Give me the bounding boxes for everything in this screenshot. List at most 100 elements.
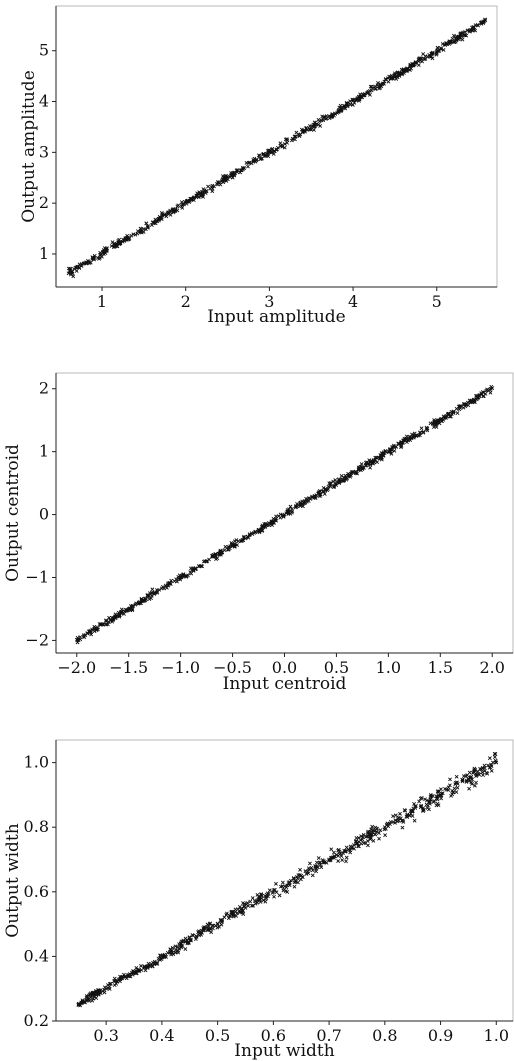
data-point bbox=[464, 779, 469, 784]
data-point bbox=[305, 128, 309, 132]
data-point bbox=[383, 833, 388, 838]
data-point bbox=[246, 160, 251, 165]
data-point bbox=[167, 950, 172, 955]
data-point bbox=[327, 857, 332, 862]
data-point bbox=[443, 43, 448, 48]
data-point bbox=[299, 873, 304, 878]
data-point bbox=[113, 614, 118, 619]
data-point bbox=[389, 451, 394, 456]
data-point bbox=[108, 981, 113, 986]
data-point bbox=[421, 430, 426, 435]
data-point bbox=[299, 127, 304, 132]
data-point bbox=[347, 473, 352, 477]
data-point bbox=[144, 221, 149, 226]
data-point bbox=[74, 269, 79, 273]
data-point bbox=[308, 496, 313, 501]
data-point bbox=[217, 180, 222, 185]
y-axis-label: Output width bbox=[3, 823, 23, 937]
data-point bbox=[381, 453, 386, 458]
data-point bbox=[113, 978, 118, 983]
data-point bbox=[87, 259, 91, 264]
data-point bbox=[90, 998, 95, 1003]
data-point bbox=[229, 912, 234, 917]
data-point bbox=[76, 1002, 81, 1007]
data-point bbox=[274, 881, 278, 886]
data-point bbox=[312, 128, 316, 132]
data-point bbox=[391, 820, 396, 824]
data-point bbox=[304, 871, 309, 876]
data-point bbox=[101, 249, 106, 254]
data-point bbox=[368, 465, 373, 470]
x-tick-label: 0.9 bbox=[428, 1026, 453, 1045]
data-point bbox=[71, 274, 76, 279]
data-point bbox=[287, 880, 292, 885]
data-point bbox=[262, 522, 267, 526]
y-tick-label: 3 bbox=[39, 142, 49, 161]
data-point bbox=[318, 862, 323, 867]
data-point bbox=[104, 622, 109, 627]
data-point bbox=[180, 944, 185, 948]
data-point bbox=[342, 478, 347, 483]
data-point bbox=[194, 935, 199, 939]
data-point bbox=[348, 844, 353, 849]
data-point bbox=[428, 793, 433, 797]
data-point bbox=[355, 97, 360, 102]
data-point bbox=[204, 559, 209, 564]
chart-panel-2: −2.0 −1.5 −1.0 −0.5 0.0 0.5 1.0 1.5 2.0 −2 −1 0 1 2 In… bbox=[3, 372, 514, 694]
data-point bbox=[447, 783, 452, 788]
data-point bbox=[462, 33, 467, 38]
data-point bbox=[102, 990, 107, 995]
data-point bbox=[295, 504, 300, 509]
data-point bbox=[226, 916, 231, 921]
data-point bbox=[79, 263, 84, 268]
data-point bbox=[480, 770, 485, 775]
data-point bbox=[100, 622, 105, 627]
data-point bbox=[411, 62, 416, 67]
data-point bbox=[494, 760, 499, 765]
data-point bbox=[368, 831, 373, 836]
data-point bbox=[156, 956, 161, 961]
data-point bbox=[408, 436, 413, 441]
data-point bbox=[326, 484, 331, 489]
data-point bbox=[432, 420, 437, 424]
data-point bbox=[194, 934, 199, 939]
data-point bbox=[294, 130, 299, 135]
y-tick-label: 1 bbox=[39, 244, 49, 263]
data-point bbox=[427, 54, 432, 59]
data-point bbox=[258, 900, 263, 904]
data-point bbox=[450, 36, 455, 41]
data-point bbox=[204, 189, 209, 193]
data-point bbox=[439, 46, 443, 50]
data-point bbox=[404, 437, 409, 442]
data-point bbox=[411, 806, 416, 811]
data-point bbox=[323, 860, 327, 864]
data-point bbox=[436, 803, 441, 808]
data-point bbox=[270, 146, 275, 151]
data-point bbox=[267, 521, 271, 525]
data-point bbox=[96, 627, 100, 632]
y-tick-label: 2 bbox=[39, 193, 49, 212]
x-tick-label: 1 bbox=[97, 292, 107, 311]
data-point bbox=[127, 972, 132, 977]
data-point bbox=[425, 806, 430, 810]
data-point bbox=[419, 803, 423, 808]
data-point bbox=[135, 968, 140, 972]
y-tick-label: 4 bbox=[39, 92, 49, 111]
data-point bbox=[196, 930, 201, 935]
data-point bbox=[430, 794, 435, 798]
data-point bbox=[367, 88, 372, 93]
data-point bbox=[348, 102, 353, 107]
data-point bbox=[385, 821, 390, 826]
data-point bbox=[363, 463, 368, 468]
data-point bbox=[146, 964, 150, 969]
data-point bbox=[449, 39, 454, 44]
data-point bbox=[296, 873, 301, 878]
data-point bbox=[465, 773, 470, 778]
data-point bbox=[308, 861, 312, 866]
data-point bbox=[460, 778, 465, 782]
data-point bbox=[170, 945, 175, 950]
data-point bbox=[209, 930, 214, 935]
data-point bbox=[298, 867, 302, 872]
data-point bbox=[200, 564, 205, 569]
